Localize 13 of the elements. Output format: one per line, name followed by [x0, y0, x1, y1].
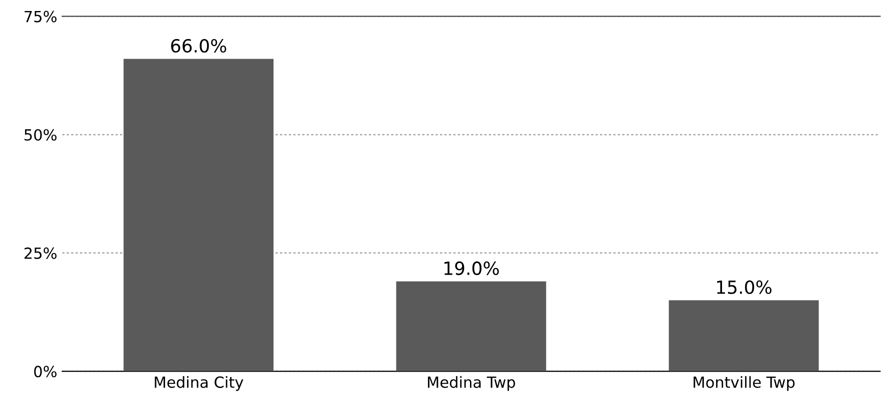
- y-tick-label: 50%: [24, 129, 57, 141]
- data-label: 19.0%: [444, 261, 499, 276]
- x-tick-label: Medina Twp: [428, 376, 516, 391]
- bar: [668, 300, 819, 372]
- y-tick-label: 0%: [34, 366, 57, 378]
- x-tick-label: Montville Twp: [694, 376, 795, 391]
- data-label: 15.0%: [717, 280, 772, 294]
- bar: [396, 281, 546, 372]
- data-label: 66.0%: [171, 38, 226, 53]
- bar: [124, 58, 274, 372]
- y-tick-label: 75%: [24, 10, 57, 22]
- y-tick-label: 25%: [24, 247, 57, 259]
- x-tick-label: Medina City: [154, 376, 244, 391]
